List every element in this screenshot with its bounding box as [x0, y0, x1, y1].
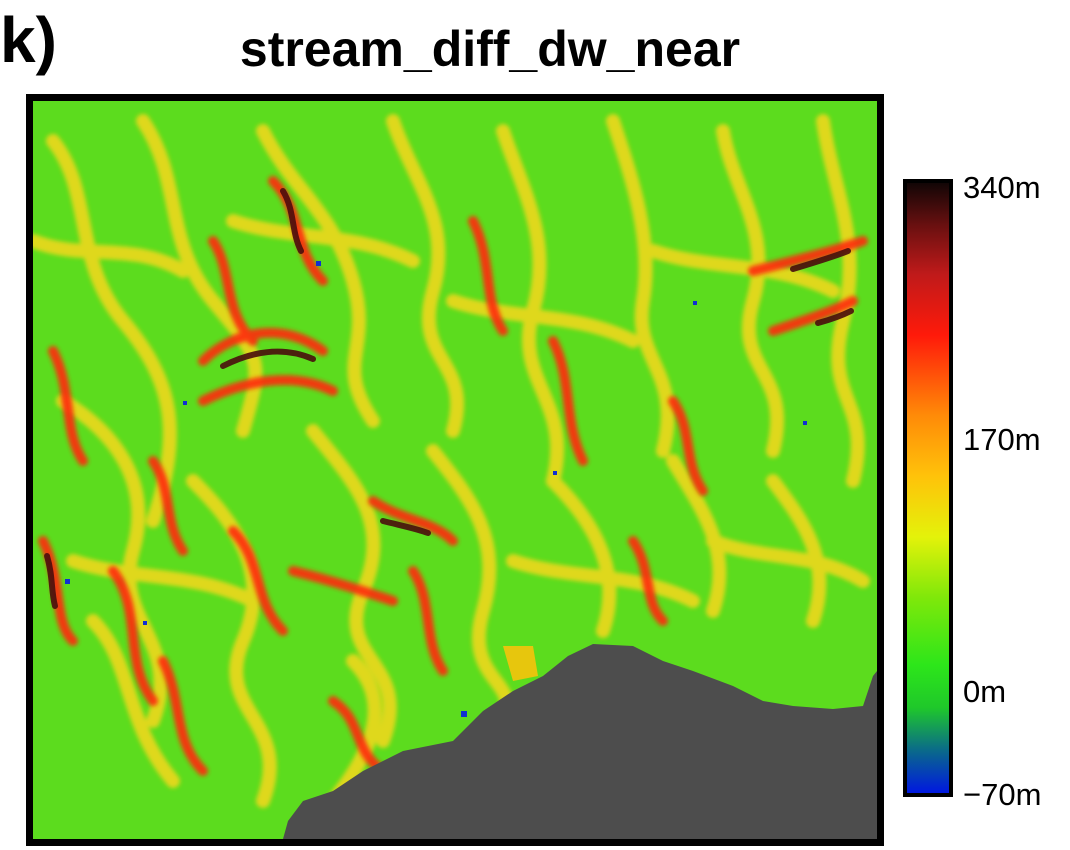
map-title: stream_diff_dw_near — [239, 21, 741, 77]
map-frame — [26, 94, 884, 846]
masked-region — [283, 644, 877, 839]
ridges-red — [38, 176, 868, 776]
panel-label: k) — [0, 4, 57, 76]
colorbar-tick-minus70: −70m — [963, 777, 1042, 812]
colorbar-tick-170: 170m — [963, 422, 1041, 457]
ridges-dark — [44, 188, 854, 609]
ridge-field — [33, 114, 870, 808]
edge-patch-orange — [503, 646, 538, 681]
colorbar — [903, 179, 953, 797]
terrain-map — [33, 101, 877, 839]
colorbar-tick-0: 0m — [963, 674, 1007, 709]
pits-blue — [65, 261, 807, 717]
colorbar-tick-340: 340m — [963, 170, 1041, 205]
